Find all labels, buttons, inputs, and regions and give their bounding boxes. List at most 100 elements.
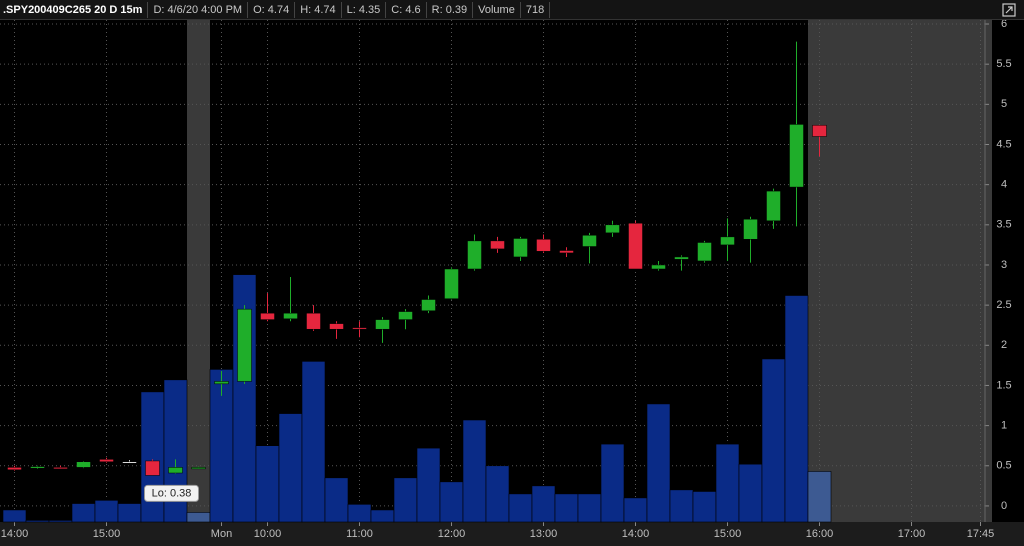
y-tick-label: 5.5: [996, 58, 1011, 70]
y-tick-label: 3.5: [996, 219, 1011, 231]
high: H: 4.74: [295, 1, 342, 18]
candle-body: [122, 461, 137, 464]
x-tick-label: 17:45: [967, 528, 995, 540]
volume-bar: [462, 419, 487, 523]
candle-body: [214, 381, 229, 385]
volume-bar: [738, 463, 763, 523]
y-tick-label: 4.5: [996, 138, 1011, 150]
candle-body: [398, 311, 413, 320]
candle-body: [720, 236, 735, 246]
y-tick-label: 4: [1001, 179, 1007, 191]
volume-bar: [140, 391, 165, 523]
x-tick-label: 14:00: [622, 528, 650, 540]
volume-bar: [117, 503, 142, 523]
volume-bar: [784, 295, 809, 523]
candle-body: [260, 312, 275, 320]
volume-bar: [347, 504, 372, 523]
session-shade: [187, 20, 210, 522]
volume-bar: [2, 509, 27, 523]
candle-body: [306, 312, 321, 330]
x-tick-label: 17:00: [898, 528, 926, 540]
volume-bar: [554, 493, 579, 523]
y-tick-label: 1.5: [996, 379, 1011, 391]
header-bar: .SPY200409C265 20 D 15m D: 4/6/20 4:00 P…: [0, 0, 1024, 20]
volume-bar: [531, 485, 556, 523]
candle-body: [99, 459, 114, 463]
volume-bar: [94, 500, 119, 523]
x-tick-label: 12:00: [438, 528, 466, 540]
y-tick-label: 0: [1001, 500, 1007, 512]
candle-body: [30, 466, 45, 469]
candle-body: [237, 308, 252, 382]
candle-body: [53, 467, 68, 470]
close: C: 4.6: [386, 1, 427, 18]
session-shade: [808, 20, 992, 522]
volume-bar: [439, 481, 464, 523]
volume-bar: [761, 358, 786, 523]
volume-bar: [278, 413, 303, 523]
x-tick-label: 13:00: [530, 528, 558, 540]
y-tick-label: 0.5: [996, 460, 1011, 472]
volume-bar: [508, 493, 533, 523]
x-tick-label: 16:00: [806, 528, 834, 540]
candle-body: [76, 461, 91, 468]
candle-body: [375, 319, 390, 330]
volume-bar: [623, 497, 648, 523]
candle-body: [513, 238, 528, 258]
symbol[interactable]: .SPY200409C265 20 D 15m: [0, 1, 149, 18]
volume-bar: [485, 465, 510, 523]
volume-bar: [669, 489, 694, 523]
volume-bar: [255, 445, 280, 523]
candle-body: [559, 250, 574, 254]
candle-body: [7, 467, 22, 471]
volume-bar: [600, 443, 625, 523]
volume-bar: [301, 361, 326, 523]
y-tick-label: 2: [1001, 339, 1007, 351]
candle-body: [329, 323, 344, 330]
x-tick-label: 14:00: [1, 528, 29, 540]
y-tick-label: 3: [1001, 259, 1007, 271]
candle-body: [168, 467, 183, 474]
x-tick-label: 15:00: [93, 528, 121, 540]
volume-bar: [324, 477, 349, 523]
volume-bar: [186, 512, 211, 523]
volume-label: Volume: [473, 1, 521, 18]
y-tick-label: 6: [1001, 18, 1007, 30]
volume-bar: [71, 503, 96, 523]
volume: 718: [521, 1, 551, 18]
x-tick-label: 10:00: [254, 528, 282, 540]
range: R: 0.39: [427, 1, 474, 18]
volume-bar: [416, 447, 441, 523]
candle-body: [812, 124, 827, 137]
x-axis-area: [0, 522, 1024, 546]
candle-body: [421, 299, 436, 312]
volume-bar: [393, 477, 418, 523]
volume-bar: [25, 520, 50, 523]
date: D: 4/6/20 4:00 PM: [148, 1, 249, 18]
x-tick-label: 11:00: [346, 528, 373, 540]
y-tick-label: 5: [1001, 98, 1007, 110]
candle-body: [628, 222, 643, 270]
candle-body: [283, 312, 298, 320]
candle-body: [490, 240, 505, 250]
candle-body: [145, 460, 160, 476]
candle-body: [674, 256, 689, 260]
expand-icon[interactable]: [1000, 1, 1020, 19]
candle-body: [467, 240, 482, 270]
volume-bar: [577, 493, 602, 523]
candle-body: [789, 124, 804, 188]
volume-bar: [370, 509, 395, 523]
low: L: 4.35: [342, 1, 387, 18]
volume-bar: [715, 443, 740, 523]
annotation-box: [144, 484, 199, 502]
annotation-text: Lo: 0.38: [152, 487, 192, 499]
candle-body: [697, 242, 712, 262]
volume-bar: [48, 520, 73, 523]
y-tick-label: 1: [1001, 420, 1007, 432]
candle-body: [352, 327, 367, 330]
volume-bar: [807, 471, 832, 523]
candle-body: [651, 264, 666, 270]
x-tick-label: 15:00: [714, 528, 742, 540]
volume-bar: [692, 491, 717, 523]
candle-body: [743, 218, 758, 240]
